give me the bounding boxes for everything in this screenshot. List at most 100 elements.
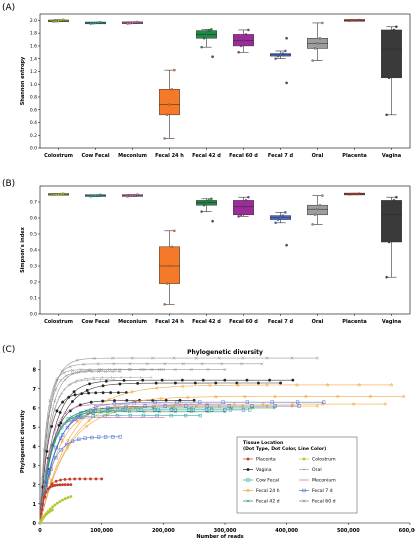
panel-c-ytick-label: 8 [33, 368, 37, 374]
panel-a-category-label: Fecal 24 h [155, 153, 184, 159]
panel-c-marker [128, 362, 132, 366]
panel-b-point [128, 194, 132, 198]
panel-b-category-label: Colostrum [44, 319, 73, 325]
panel-c-marker [54, 479, 58, 483]
panel-c-marker [189, 406, 193, 410]
panel-c-marker [68, 383, 72, 387]
panel-c-series [39, 362, 264, 524]
panel-c-marker [42, 495, 46, 499]
panel-c-marker [99, 410, 104, 414]
panel-a-point [170, 88, 174, 91]
panel-c-marker [206, 368, 210, 372]
panel-b-ytick-label: 0.1 [30, 296, 37, 302]
panel-c-marker [65, 445, 70, 451]
panel-c-marker [83, 436, 87, 440]
panel-c-marker [73, 477, 77, 481]
panel-c-marker [118, 435, 122, 439]
panel-c-marker [63, 378, 67, 382]
panel-b-category-label: Oral [312, 319, 324, 325]
panel-b-point [385, 275, 388, 279]
panel-c-marker [85, 388, 89, 392]
panel-c-marker [164, 398, 168, 402]
panel-a-ytick-label: 1.8 [30, 31, 37, 37]
panel-c-marker [251, 406, 255, 410]
panel-c-series [39, 408, 246, 524]
panel-c-series [39, 483, 73, 524]
panel-a-point [311, 59, 314, 62]
panel-c-marker [94, 477, 98, 481]
panel-a-category-label: Cow Fecal [81, 153, 109, 159]
panel-c-ytick-label: 1 [33, 502, 37, 508]
panel-b-point [52, 193, 55, 197]
panel-c-legend-entry: Placenta [243, 457, 276, 463]
panel-c-marker [115, 414, 120, 418]
panel-c-marker [142, 410, 146, 414]
panel-c-legend-label: Fecal 42 d [256, 499, 280, 505]
panel-c-marker [106, 406, 110, 410]
panel-c-series [38, 508, 54, 524]
panel-c-xtick-label: 200,000 [152, 528, 175, 534]
panel-c-marker [78, 477, 82, 481]
panel-c-marker [67, 395, 71, 399]
panel-c-marker [335, 394, 340, 399]
panel-c-xtick-label: 400,000 [275, 528, 298, 534]
panel-b-ytick-label: 0.4 [30, 248, 37, 254]
panel-b-ytick-label: 0.0 [30, 312, 37, 318]
panel-b-ytick-label: 0.6 [30, 216, 37, 222]
panel-c-ytick-label: 4 [33, 444, 37, 450]
panel-b-point [59, 192, 63, 196]
panel-c-marker [200, 362, 204, 366]
panel-c-xtick-label: 600,000 [399, 528, 415, 534]
panel-c-marker [97, 369, 101, 374]
panel-b-outlier [285, 243, 288, 247]
panel-c-ytick-label: 6 [33, 406, 37, 412]
panel-c-marker [63, 387, 66, 391]
panel-b-point [237, 215, 240, 218]
panel-c-marker [118, 368, 122, 372]
panel-a-point [321, 21, 324, 25]
panel-c-marker [50, 508, 54, 512]
panel-c-marker [81, 362, 86, 366]
panel-c-series-line [39, 399, 195, 524]
panel-c-marker [77, 437, 81, 441]
panel-c-series-line [39, 417, 164, 524]
panel-c-marker [110, 406, 115, 411]
panel-c-marker [49, 467, 53, 471]
panel-a-point [276, 54, 280, 58]
panel-c-marker [59, 478, 62, 482]
panel-a-point [244, 33, 248, 36]
panel-c-legend: Tissue Location(Dot Type, Dot Color, Lin… [236, 436, 358, 514]
panel-c-legend-entry: Fecal 24 h [243, 488, 280, 494]
panel-b-category-label: Fecal 24 h [155, 319, 184, 325]
panel-c-marker [54, 388, 58, 392]
panel-c-series [39, 369, 122, 524]
panel-c-marker [291, 378, 295, 382]
panel-c-series [39, 391, 128, 524]
panel-c-series-line [39, 369, 164, 524]
panel-b-ylabel: Simpson's index [20, 226, 26, 273]
panel-c-marker [92, 356, 97, 360]
panel-c-marker [48, 426, 52, 430]
panel-a-point [173, 68, 176, 72]
panel-c-marker [55, 501, 59, 505]
panel-c-legend-label: Colostrum [312, 457, 336, 463]
panel-a-ytick-label: 0.6 [30, 107, 37, 113]
panel-c-marker [315, 356, 320, 360]
panel-c-marker [84, 423, 89, 429]
panel-a-ytick-label: 1.0 [30, 82, 37, 88]
panel-a-ytick-label: 0.4 [30, 120, 37, 126]
panel-c-marker [139, 375, 143, 379]
panel-a-point [62, 18, 65, 21]
panel-b-outlier [211, 219, 214, 223]
panel-c-marker [163, 362, 167, 366]
panel-c-marker [160, 378, 164, 382]
panel-a-point [207, 29, 211, 32]
panel-b-category-label: Fecal 7 d [268, 319, 294, 325]
panel-c-marker [302, 457, 306, 461]
panel-c-marker [206, 410, 210, 414]
panel-c-marker [50, 424, 54, 428]
panel-c-series-line [39, 376, 151, 524]
panel-c-legend-box [236, 436, 358, 514]
panel-c-marker [51, 505, 54, 509]
panel-c-marker [54, 446, 58, 450]
